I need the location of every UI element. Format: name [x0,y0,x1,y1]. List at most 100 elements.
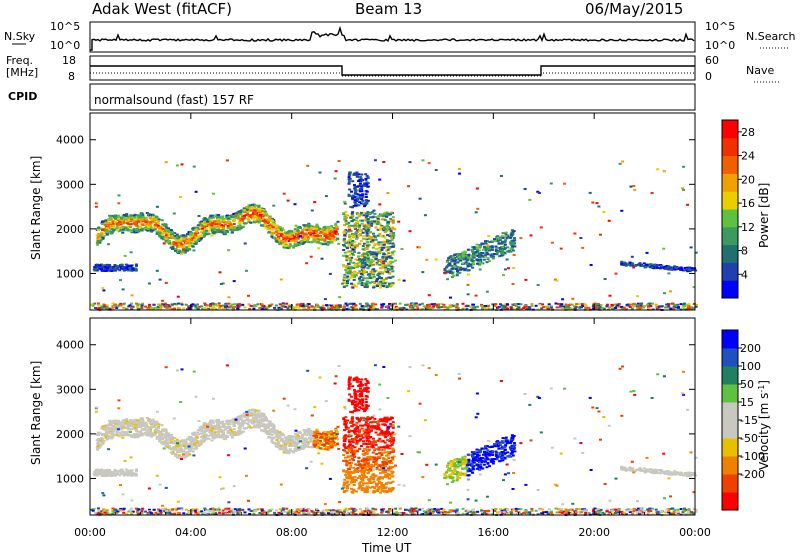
power-cell [220,229,224,232]
colorbar-segment [722,280,738,299]
power-cell [201,232,205,235]
power-cell [164,234,168,237]
power-cell [485,290,489,293]
power-cell [445,306,449,309]
power-cell [365,232,369,235]
power-cell [286,307,290,310]
velocity-cell [327,440,331,443]
power-cell [351,206,354,209]
power-cell [451,256,455,259]
power-cell [293,244,297,247]
power-cell [160,237,164,240]
power-cell [249,221,253,224]
power-cell [168,242,172,245]
power-cell [476,259,480,261]
power-cell [149,220,153,223]
power-cell [375,253,379,256]
velocity-cell [295,443,299,446]
power-cell [353,192,357,195]
power-cell [324,195,328,198]
power-cell [254,215,258,218]
power-cell [228,218,232,221]
power-cell [115,225,119,228]
power-cell [366,213,370,216]
power-cell [127,268,131,271]
power-cell [290,236,294,238]
power-cell [312,306,316,309]
power-cell [204,222,207,225]
power-cell [274,230,278,233]
power-cell [207,229,211,232]
power-cell [115,229,119,232]
velocity-cell [296,431,300,434]
power-cell [90,303,94,306]
power-cell [163,230,167,233]
power-cell [177,239,181,242]
power-cell [437,305,441,308]
power-cell [345,257,349,260]
power-cell [382,257,386,260]
power-cell [165,226,169,229]
power-cell [107,218,111,221]
power-cell [333,307,337,310]
power-cell [349,216,353,219]
power-cell [347,307,351,310]
power-cell [159,227,163,230]
velocity-cell [209,427,213,430]
power-cell [415,305,419,308]
power-cell [232,223,236,225]
power-cell [662,266,666,269]
power-cell [129,214,133,217]
velocity-cell [213,431,217,434]
power-cell [345,247,349,250]
power-cell [164,281,168,284]
power-cell [307,241,311,244]
velocity-cell [182,442,186,445]
power-cell [385,256,389,259]
power-cell [459,256,463,259]
power-cell [488,245,492,248]
power-cell [311,232,315,235]
power-cell [506,235,510,238]
power-cell [182,307,186,310]
power-cell [581,305,585,307]
power-cell [155,223,159,226]
velocity-cell [111,419,115,422]
power-cell [681,306,685,309]
power-cell [209,228,213,231]
power-cell [382,229,386,232]
power-cell [385,239,389,242]
y-tick-label: 1000 [56,267,84,280]
colorbar-tick-label: 12 [741,221,755,234]
power-cell [376,234,380,237]
power-cell [683,305,687,308]
power-cell [511,230,515,233]
power-cell [257,217,261,220]
power-cell [368,252,372,254]
power-cell [151,216,155,219]
power-cell [397,220,401,223]
power-cell [363,259,367,261]
velocity-cell [310,430,314,433]
power-cell [217,302,221,305]
velocity-cell [241,424,244,427]
power-cell [476,246,480,249]
power-cell [379,228,383,231]
power-cell [91,304,95,307]
power-cell [345,308,349,311]
power-cell [197,215,201,217]
power-cell [385,211,389,214]
power-cell [280,227,284,230]
power-cell [182,240,186,242]
power-cell [445,271,449,274]
power-cell [357,251,361,254]
power-cell [476,207,480,210]
power-cell [639,304,643,307]
power-cell [296,303,300,306]
power-cell [128,266,132,269]
power-cell [338,304,342,307]
power-cell [421,271,425,274]
power-cell [679,303,683,306]
power-cell [282,246,286,249]
power-cell [286,246,290,249]
